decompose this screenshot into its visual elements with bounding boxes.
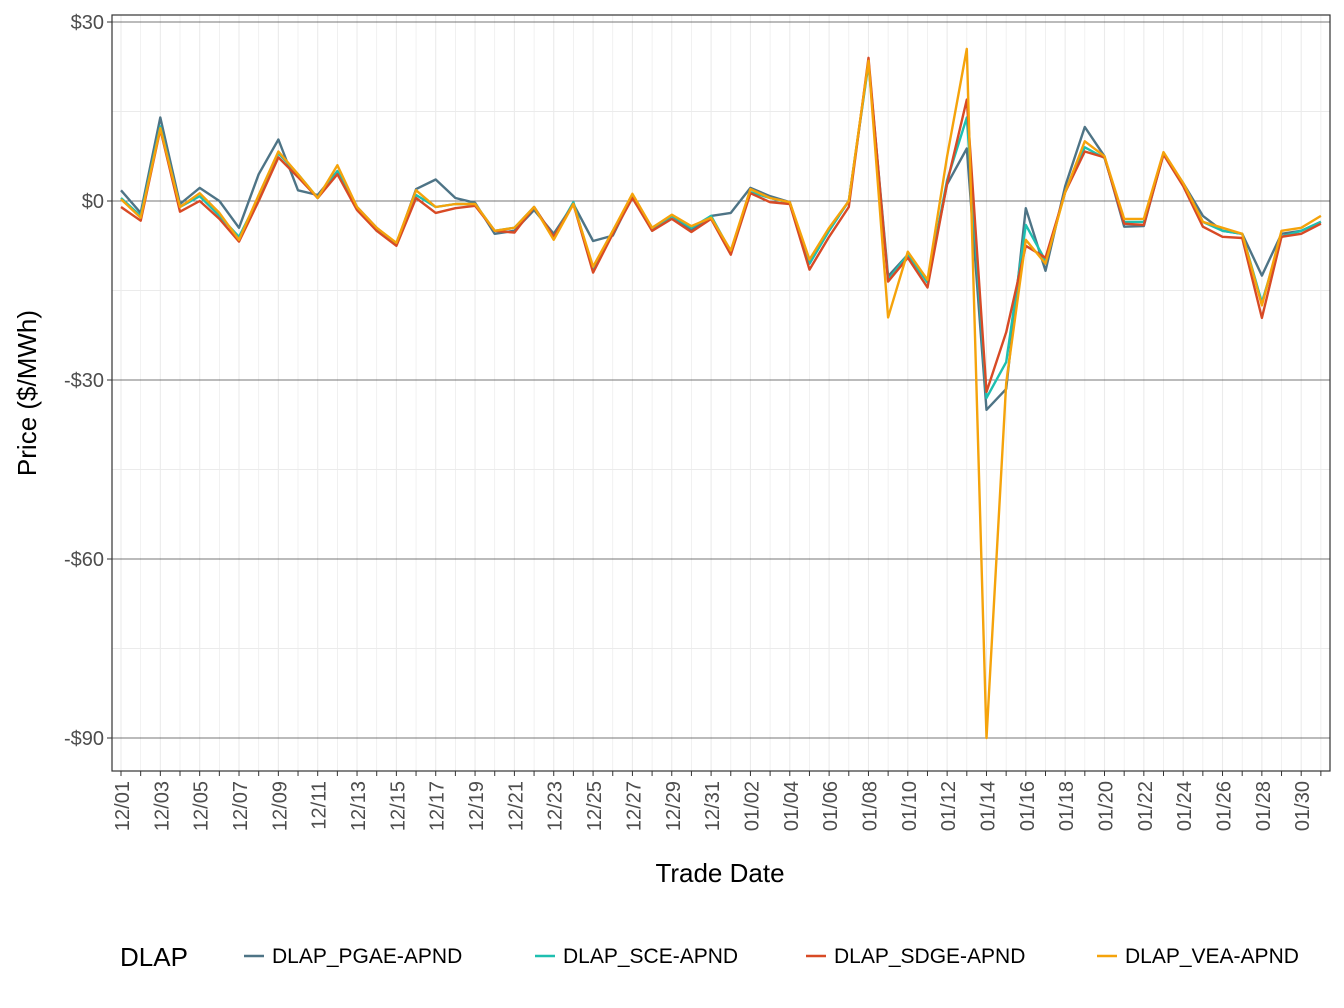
x-tick-label: 12/21 <box>505 781 527 831</box>
x-tick-label: 12/27 <box>623 781 645 831</box>
legend-label-DLAP_PGAE-APND: DLAP_PGAE-APND <box>272 945 462 968</box>
x-tick-label: 12/05 <box>191 781 213 831</box>
x-axis-title: Trade Date <box>655 858 784 888</box>
x-tick-label: 01/30 <box>1292 781 1314 831</box>
x-tick-label: 12/29 <box>663 781 685 831</box>
y-tick-label: -$60 <box>64 549 104 571</box>
x-tick-label: 12/23 <box>545 781 567 831</box>
x-tick-label: 01/04 <box>781 781 803 831</box>
x-tick-label: 01/20 <box>1096 781 1118 831</box>
x-tick-label: 12/01 <box>112 781 134 831</box>
y-tick-label: $0 <box>82 191 104 213</box>
axes: $30 $0 -$30 -$60 -$90 12/01 12/03 12/05 12/07 12/… <box>64 12 1322 831</box>
series-lines <box>120 47 1322 740</box>
x-tick-label: 12/07 <box>230 781 252 831</box>
legend-label-DLAP_SDGE-APND: DLAP_SDGE-APND <box>834 945 1025 968</box>
x-tick-label: 12/25 <box>584 781 606 831</box>
x-tick-label: 12/17 <box>427 781 449 831</box>
plot-panel <box>112 15 1330 771</box>
y-tick-label: -$90 <box>64 728 104 750</box>
x-tick-label: 01/14 <box>977 781 999 831</box>
x-tick-label: 01/10 <box>899 781 921 831</box>
x-tick-label: 12/13 <box>348 781 370 831</box>
series-line-DLAP_SDGE-APND <box>120 56 1322 394</box>
legend-title: DLAP <box>120 942 188 972</box>
y-tick-label: $30 <box>71 12 104 34</box>
x-tick-label: 12/09 <box>269 781 291 831</box>
x-tick-label: 01/28 <box>1253 781 1275 831</box>
series-line-DLAP_SCE-APND <box>120 62 1322 400</box>
x-tick-label: 01/12 <box>938 781 960 831</box>
legend: DLAP DLAP_PGAE-APND DLAP_SCE-APND DLAP_SDG… <box>120 942 1299 972</box>
x-tick-label: 01/22 <box>1135 781 1157 831</box>
y-axis-title: Price ($/MWh) <box>12 310 42 476</box>
x-tick-label: 01/02 <box>741 781 763 831</box>
x-tick-label: 12/31 <box>702 781 724 831</box>
legend-label-DLAP_SCE-APND: DLAP_SCE-APND <box>563 945 738 968</box>
x-tick-label: 12/15 <box>387 781 409 831</box>
series-line-DLAP_VEA-APND <box>120 47 1322 740</box>
x-tick-label: 01/24 <box>1174 781 1196 831</box>
x-tick-label: 01/26 <box>1214 781 1236 831</box>
x-tick-label: 01/06 <box>820 781 842 831</box>
x-tick-label: 12/19 <box>466 781 488 831</box>
legend-label-DLAP_VEA-APND: DLAP_VEA-APND <box>1125 945 1299 968</box>
plot-border <box>111 14 1331 772</box>
y-tick-label: -$30 <box>64 370 104 392</box>
x-tick-label: 12/03 <box>151 781 173 831</box>
x-tick-label: 12/11 <box>309 781 331 830</box>
x-tick-label: 01/08 <box>859 781 881 831</box>
x-tick-label: 01/18 <box>1056 781 1078 831</box>
x-tick-label: 01/16 <box>1017 781 1039 831</box>
